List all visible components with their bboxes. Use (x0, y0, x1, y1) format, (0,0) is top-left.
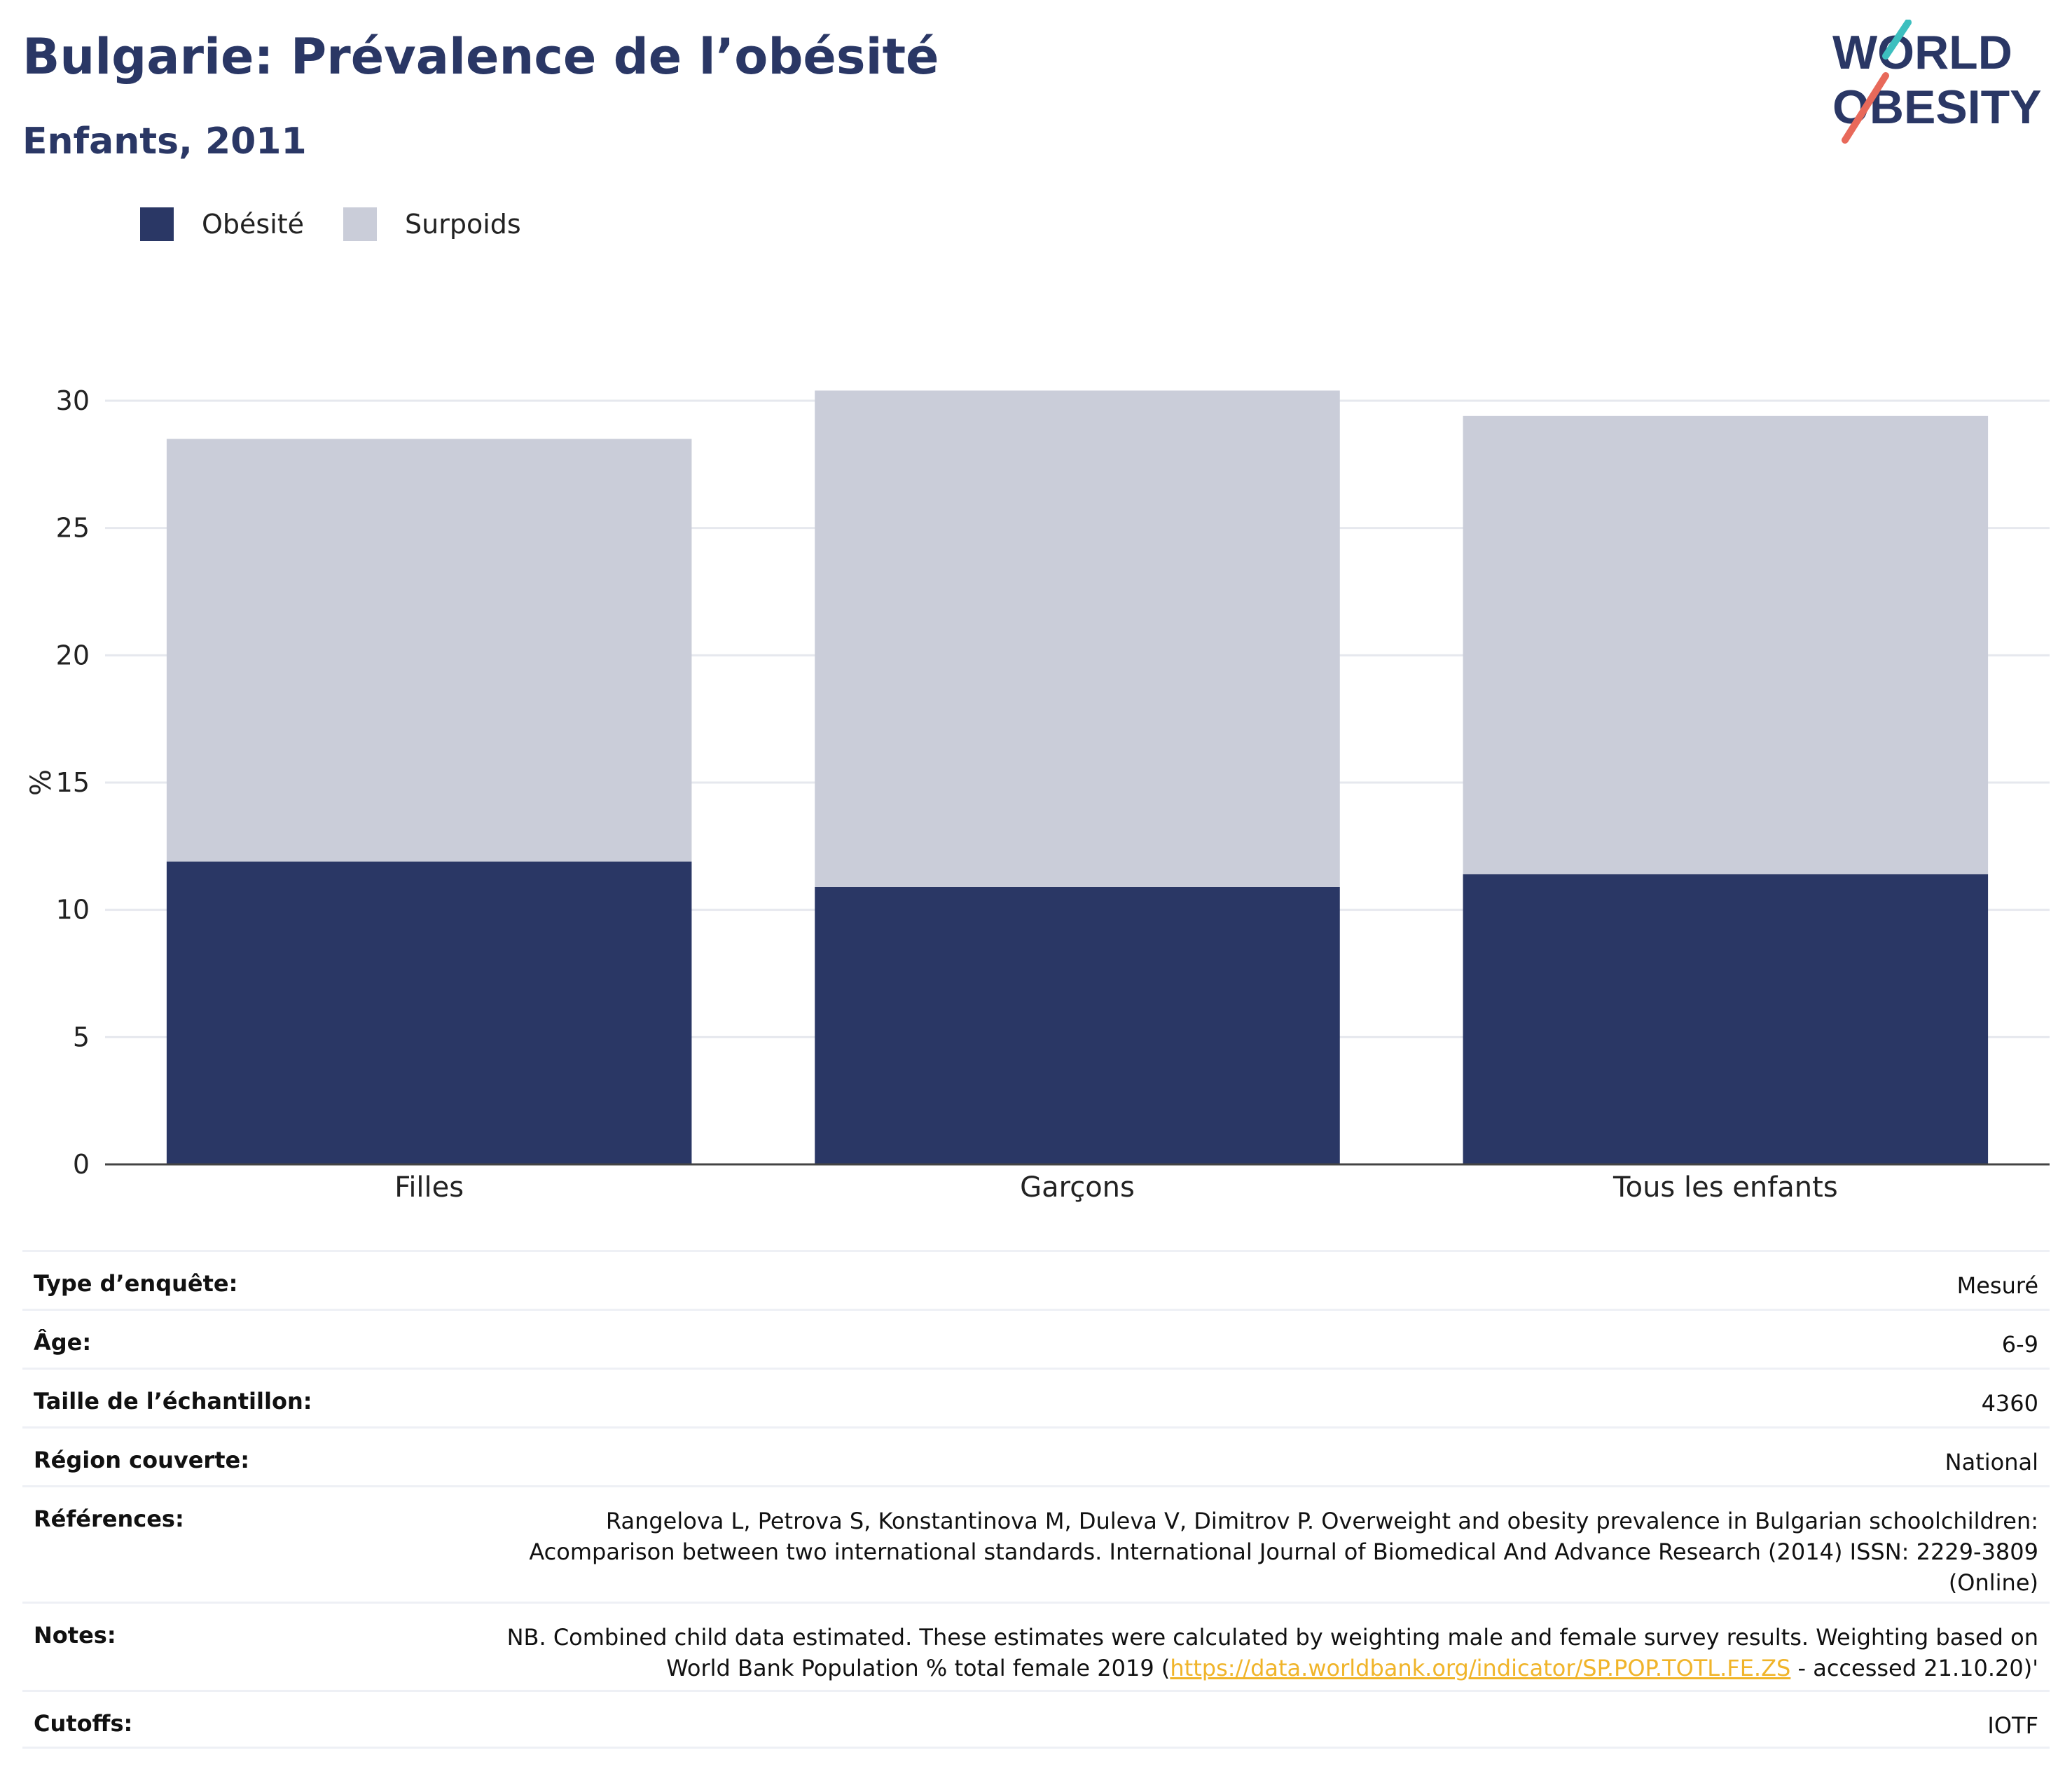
info-value: NB. Combined child data estimated. These… (507, 1622, 2038, 1684)
info-value: Rangelova L, Petrova S, Konstantinova M,… (529, 1506, 2038, 1598)
x-tick-label: Tous les enfants (1612, 1171, 1838, 1204)
legend-label-surpoids: Surpoids (405, 209, 521, 240)
info-label: Cutoffs: (34, 1710, 133, 1737)
info-row-references: Références: Rangelova L, Petrova S, Kons… (22, 1485, 2050, 1602)
notes-line-2-suffix: - accessed 21.10.20)' (1790, 1655, 2039, 1681)
y-tick-label: 5 (73, 1021, 90, 1052)
worldbank-link[interactable]: https://data.worldbank.org/indicator/SP.… (1170, 1655, 1791, 1681)
legend-label-obesite: Obésité (202, 209, 305, 240)
y-tick-label: 25 (56, 513, 90, 544)
chart-legend: Obésité Surpoids (140, 207, 560, 241)
bar-obesite-1 (815, 886, 1340, 1164)
info-value: 6-9 (2001, 1331, 2038, 1358)
info-row-sample-size: Taille de l’échantillon: 4360 (22, 1368, 2050, 1426)
world-obesity-logo: WORLD OBESITY (1832, 20, 2042, 144)
info-row-cutoffs: Cutoffs: IOTF (22, 1690, 2050, 1749)
survey-info-table: Type d’enquête: Mesuré Âge: 6-9 Taille d… (22, 1250, 2050, 1749)
notes-line-1: NB. Combined child data estimated. These… (506, 1624, 2038, 1651)
y-axis-label: % (25, 769, 57, 796)
bar-surpoids-2 (1463, 415, 1989, 874)
legend-swatch-surpoids (343, 207, 378, 241)
chart-subtitle: Enfants, 2011 (22, 121, 307, 163)
y-tick-label: 30 (56, 385, 90, 416)
bar-obesite-2 (1463, 874, 1989, 1164)
info-label: Type d’enquête: (34, 1270, 238, 1297)
references-line-3: (Online) (1948, 1569, 2038, 1596)
svg-text:WORLD: WORLD (1832, 26, 2012, 79)
info-row-survey-type: Type d’enquête: Mesuré (22, 1250, 2050, 1309)
info-value: Mesuré (1956, 1272, 2038, 1299)
y-tick-label: 10 (56, 895, 90, 925)
info-row-age: Âge: 6-9 (22, 1309, 2050, 1368)
references-line-1: Rangelova L, Petrova S, Konstantinova M,… (605, 1508, 2038, 1534)
y-tick-label: 15 (56, 767, 90, 798)
info-label: Région couverte: (34, 1447, 249, 1473)
y-tick-label: 20 (56, 640, 90, 670)
y-tick-label: 0 (73, 1149, 90, 1180)
info-label: Taille de l’échantillon: (34, 1388, 312, 1414)
info-row-region: Région couverte: National (22, 1426, 2050, 1485)
notes-line-2-prefix: World Bank Population % total female 201… (666, 1655, 1170, 1681)
x-tick-label: Garçons (1020, 1171, 1135, 1204)
info-row-notes: Notes: NB. Combined child data estimated… (22, 1602, 2050, 1690)
stacked-bar-chart: 0 5 10 15 20 25 30% Filles Garçons Tous les enfan… (25, 385, 2050, 1204)
bar-obesite-0 (166, 861, 692, 1164)
info-label: Références: (34, 1506, 184, 1532)
legend-swatch-obesite (140, 207, 174, 241)
legend-item-surpoids[interactable]: Surpoids (343, 207, 521, 241)
bar-surpoids-0 (166, 439, 692, 862)
info-label: Notes: (34, 1622, 116, 1648)
info-label: Âge: (34, 1329, 92, 1356)
legend-item-obesite[interactable]: Obésité (140, 207, 304, 241)
info-value: IOTF (1987, 1712, 2038, 1739)
chart-title: Bulgarie: Prévalence de l’obésité (22, 28, 939, 85)
bar-surpoids-1 (815, 390, 1340, 887)
x-tick-label: Filles (394, 1171, 464, 1204)
info-value: 4360 (1981, 1390, 2038, 1417)
references-line-2: Acomparison between two international st… (529, 1538, 2038, 1565)
info-value: National (1945, 1449, 2038, 1475)
